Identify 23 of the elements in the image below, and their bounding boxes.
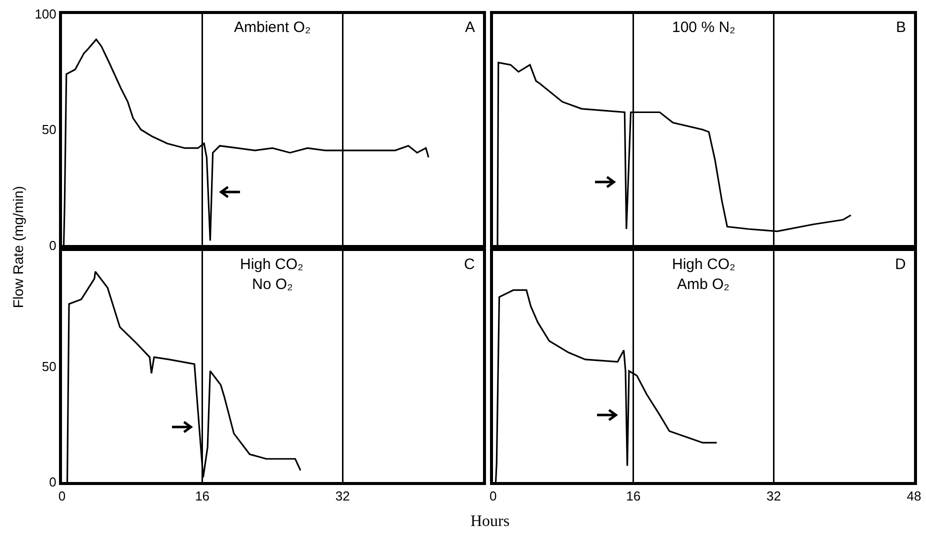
x-tick-label: 32 (335, 488, 350, 504)
x-tick-label: 16 (195, 488, 210, 504)
y-tick-label: 100 (34, 6, 56, 22)
y-tick-label: 50 (42, 122, 56, 138)
annotation: High CO₂ (672, 256, 736, 273)
annotation: B (896, 19, 906, 36)
annotation: Ambient O₂ (234, 19, 311, 36)
y-tick-label: 50 (42, 358, 56, 374)
y-axis-title: Flow Rate (mg/min) (10, 186, 26, 308)
annotation: A (465, 19, 476, 36)
x-tick-label: 32 (766, 488, 781, 504)
y-tick-label: 0 (49, 238, 56, 253)
x-axis-title: Hours (470, 513, 510, 531)
annotation: 100 % N₂ (672, 19, 736, 36)
x-tick-label: 0 (489, 488, 497, 504)
annotation: Amb O₂ (677, 276, 730, 293)
annotation: C (464, 256, 475, 273)
x-tick-label: 48 (906, 488, 922, 504)
annotation: High CO₂ (240, 256, 304, 273)
annotation: No O₂ (252, 276, 294, 293)
y-tick-label: 0 (49, 474, 56, 490)
annotation: D (895, 256, 906, 273)
x-tick-label: 16 (626, 488, 641, 504)
